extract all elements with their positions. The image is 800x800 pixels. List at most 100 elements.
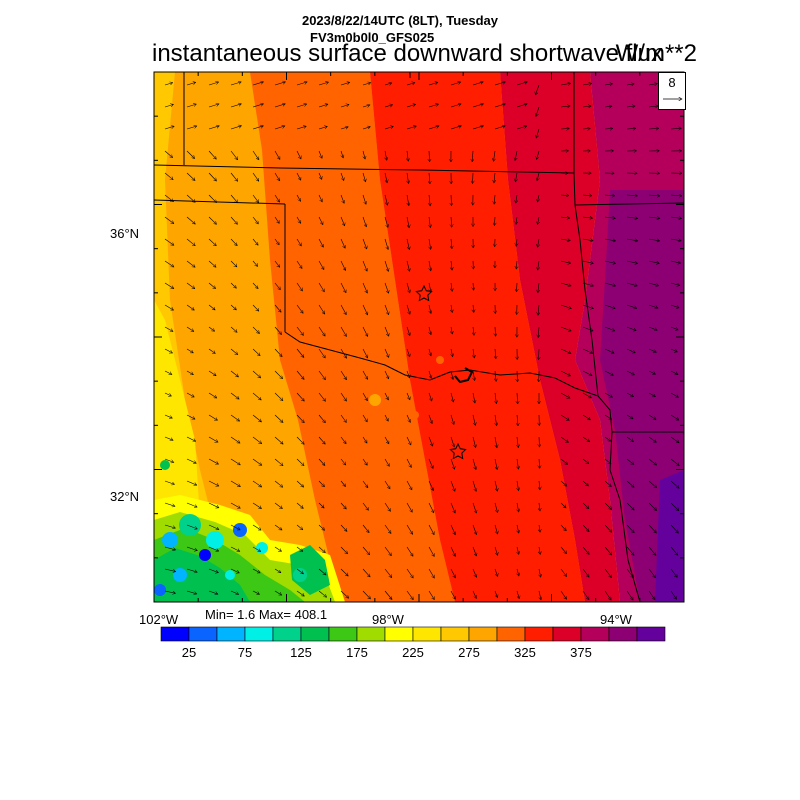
wind-arrow bbox=[626, 414, 633, 420]
wind-arrow bbox=[384, 172, 387, 183]
wind-arrow bbox=[494, 546, 498, 555]
wind-arrow bbox=[384, 348, 389, 358]
wind-arrow bbox=[164, 568, 176, 572]
wind-arrow bbox=[604, 458, 611, 464]
wind-arrow bbox=[296, 458, 304, 466]
wind-arrow bbox=[362, 260, 367, 271]
wind-arrow bbox=[670, 348, 677, 352]
wind-arrow bbox=[560, 239, 570, 241]
wind-arrow bbox=[539, 568, 541, 577]
wind-arrow bbox=[318, 126, 327, 130]
wind-arrow bbox=[494, 126, 505, 130]
wind-arrow bbox=[296, 172, 301, 180]
wind-arrow bbox=[670, 282, 680, 286]
wind-arrow bbox=[230, 150, 238, 160]
wind-arrow bbox=[626, 568, 634, 578]
colorbar-box bbox=[272, 626, 302, 642]
wind-arrow bbox=[517, 414, 518, 426]
wind-arrow bbox=[252, 260, 258, 266]
wind-arrow bbox=[626, 128, 636, 129]
wind-arrow bbox=[164, 590, 176, 593]
wind-arrow bbox=[428, 590, 435, 600]
wind-arrow bbox=[517, 524, 519, 533]
wind-arrow bbox=[164, 436, 173, 440]
wind-arrow bbox=[407, 150, 408, 161]
wind-arrow bbox=[560, 217, 570, 218]
wind-arrow bbox=[494, 590, 498, 598]
wind-arrow bbox=[472, 436, 476, 448]
wind-arrow bbox=[560, 568, 567, 577]
wind-arrow bbox=[516, 590, 519, 599]
wind-arrow bbox=[536, 106, 540, 117]
wind-arrow bbox=[208, 414, 218, 421]
wind-arrow bbox=[340, 590, 349, 598]
wind-arrow bbox=[670, 590, 677, 599]
wind-arrow bbox=[274, 370, 283, 379]
wind-arrow bbox=[384, 216, 388, 227]
wind-arrow bbox=[538, 216, 540, 225]
colorbar-box bbox=[412, 626, 442, 642]
wind-arrow bbox=[406, 126, 416, 130]
wind-arrow bbox=[186, 392, 194, 397]
wind-arrow bbox=[406, 83, 415, 86]
wind-arrow bbox=[318, 304, 326, 314]
wind-arrow bbox=[582, 502, 589, 509]
wind-arrow bbox=[428, 524, 434, 535]
wind-arrow bbox=[473, 304, 474, 313]
wind-arrow bbox=[560, 480, 567, 486]
wind-arrow bbox=[296, 150, 301, 159]
wind-arrow bbox=[473, 370, 475, 381]
wind-arrow bbox=[406, 524, 413, 534]
wind-arrow bbox=[537, 172, 539, 181]
wind-arrow bbox=[296, 304, 303, 313]
wind-arrow bbox=[384, 370, 389, 379]
state-borders bbox=[154, 72, 684, 602]
wind-arrow bbox=[670, 370, 678, 375]
wind-arrow bbox=[494, 82, 506, 86]
star-marker-1 bbox=[415, 284, 433, 302]
colorbar-label: 25 bbox=[181, 645, 197, 660]
wind-arrow bbox=[517, 436, 518, 448]
wind-arrow bbox=[429, 260, 431, 271]
wind-arrow bbox=[516, 104, 527, 108]
wind-arrow bbox=[648, 217, 660, 218]
wind-arrow bbox=[296, 414, 304, 423]
lon-label-94: 94°W bbox=[600, 612, 632, 627]
lat-label-36: 36°N bbox=[110, 226, 140, 241]
wind-arrow bbox=[494, 216, 495, 226]
variable-title: instantaneous surface downward shortwave… bbox=[152, 40, 663, 67]
wind-arrow bbox=[186, 568, 197, 572]
wind-arrow bbox=[296, 436, 304, 444]
wind-arrow bbox=[450, 392, 454, 402]
wind-arrow bbox=[230, 480, 240, 487]
wind-arrow bbox=[208, 282, 216, 289]
wind-arrow bbox=[560, 195, 569, 196]
colorbar-box bbox=[328, 626, 358, 642]
wind-arrow bbox=[296, 194, 301, 201]
wind-arrow bbox=[164, 83, 173, 86]
wind-arrow bbox=[384, 238, 388, 250]
wind-arrow bbox=[473, 282, 474, 290]
wind-arrow bbox=[252, 370, 261, 378]
wind-arrow bbox=[362, 546, 370, 555]
wind-arrow bbox=[582, 217, 593, 218]
wind-arrow bbox=[670, 480, 679, 488]
colorbar-box bbox=[496, 626, 526, 642]
colorbar-box bbox=[160, 626, 190, 642]
wind-arrow bbox=[296, 238, 302, 246]
wind-arrow bbox=[648, 282, 659, 286]
wind-arrow bbox=[340, 82, 350, 86]
wind-arrow bbox=[252, 524, 261, 531]
wind-arrow bbox=[604, 568, 612, 578]
wind-arrow bbox=[406, 502, 412, 512]
wind-arrow bbox=[318, 348, 325, 358]
colorbar-box bbox=[524, 626, 554, 642]
wind-arrow bbox=[230, 568, 239, 573]
wind-arrow bbox=[648, 239, 660, 241]
wind-arrow bbox=[340, 480, 346, 487]
wind-arrow bbox=[296, 590, 304, 596]
wind-arrow bbox=[648, 502, 657, 511]
wind-arrow bbox=[450, 126, 461, 130]
wind-arrow bbox=[473, 172, 474, 184]
min-max-label: Min= 1.6 Max= 408.1 bbox=[205, 607, 328, 622]
